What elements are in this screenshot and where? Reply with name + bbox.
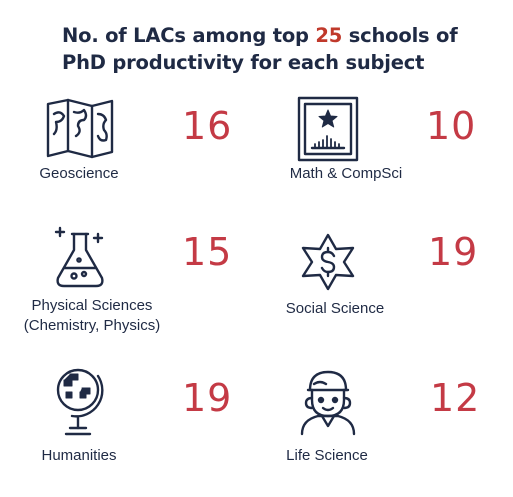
physical-sciences-label-line1: Physical Sciences [31, 297, 153, 314]
title-highlight: 25 [315, 24, 343, 47]
title-text-end: schools of PhD productivity for each sub… [62, 24, 458, 74]
star-dollar-icon [298, 232, 358, 292]
physical-sciences-count: 15 [182, 230, 233, 274]
math-compsci-label: Math & CompSci [289, 165, 403, 182]
social-science-count: 19 [428, 230, 479, 274]
math-compsci-count: 10 [426, 104, 477, 148]
framed-star-chart-icon [297, 96, 359, 162]
globe-icon [52, 362, 108, 440]
life-science-label: Life Science [286, 447, 368, 464]
geoscience-label: Geoscience [39, 165, 119, 182]
flask-icon [50, 224, 108, 290]
person-icon [296, 368, 360, 436]
life-science-count: 12 [430, 376, 481, 420]
humanities-label: Humanities [41, 447, 117, 464]
geoscience-count: 16 [182, 104, 233, 148]
physical-sciences-label-line2: (Chemistry, Physics) [23, 317, 161, 334]
social-science-label: Social Science [285, 300, 385, 317]
humanities-count: 19 [182, 376, 233, 420]
map-icon [44, 98, 116, 160]
physical-sciences-label: Physical Sciences (Chemistry, Physics) [4, 296, 180, 336]
page-title: No. of LACs among top 25 schools of PhD … [62, 22, 502, 76]
title-text: No. of LACs among top [62, 24, 316, 47]
